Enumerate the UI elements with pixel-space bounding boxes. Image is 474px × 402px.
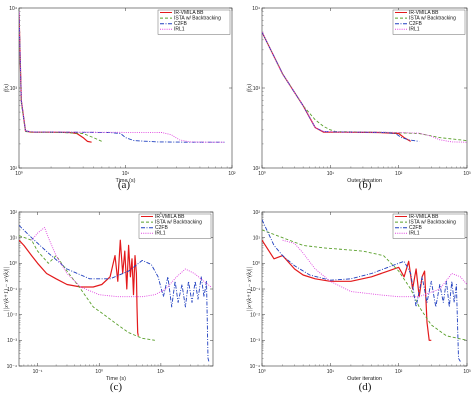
y-tick-label: 10³ [253, 86, 261, 92]
legend-label: C2FB [409, 21, 422, 27]
series-line-4 [282, 239, 467, 298]
legend-label: IRL1 [155, 231, 166, 237]
y-tick-label: 10¹ [253, 235, 261, 241]
y-tick-label: 10² [253, 210, 261, 216]
legend-label: C2FB [409, 225, 422, 231]
y-tick-label: 10⁻⁴ [250, 364, 260, 370]
legend-label: ISTA w/ Backtracking [409, 15, 456, 21]
y-tick-label: 10⁻² [7, 312, 17, 318]
y-tick-label: 10² [10, 166, 18, 172]
chart-d: 10⁰ 10¹ 10² 10³ 10⁻⁴ 10⁻³ 10⁻² 10⁻¹ 10⁰ 10¹ 10² Out… [246, 210, 471, 393]
chart-a: 10⁰ 10¹ 10² 10² 10³ 10⁴ Time (s) f(x) IR-VMILA B… [3, 6, 236, 191]
y-tick-label: 10² [253, 166, 261, 172]
x-axis-label: Time (s) [116, 178, 136, 184]
series-line-3 [262, 219, 461, 362]
legend-box [392, 213, 466, 239]
legend-label: IRL1 [409, 27, 420, 33]
x-tick-label: 10¹ [157, 369, 165, 375]
x-tick-label: 10⁰ [15, 171, 23, 177]
legend-label: IRL1 [174, 27, 185, 33]
legend-label: C2FB [174, 21, 187, 27]
series-line-2 [262, 229, 467, 341]
series-line-2 [19, 235, 155, 341]
y-tick-label: 10⁻³ [7, 338, 17, 344]
y-tick-label: 10² [10, 210, 18, 216]
plot-area [261, 7, 468, 169]
series-line-3 [262, 31, 420, 142]
figure-caption: (d) [359, 381, 372, 393]
y-tick-label: 10⁰ [252, 261, 260, 267]
x-tick-label: 10¹ [122, 171, 130, 177]
y-axis-label: ||x^(k+1) − x^(k)|| [246, 266, 253, 311]
legend-box [138, 213, 212, 239]
x-tick-label: 10⁰ [258, 369, 266, 375]
series-group [262, 31, 467, 143]
x-tick-label: 10³ [463, 369, 471, 375]
chart-b: 10⁰ 10¹ 10² 10³ 10² 10³ 10⁴ Outer iteration f(x)… [246, 6, 471, 191]
y-tick-label: 10⁴ [9, 6, 17, 12]
y-tick-label: 10¹ [10, 235, 18, 241]
legend-label: ISTA w/ Backtracking [155, 219, 202, 225]
x-tick-label: 10¹ [327, 369, 335, 375]
series-line-4 [19, 11, 225, 143]
legend-label: IR-VMILA BB [155, 214, 185, 220]
y-tick-label: 10⁴ [252, 6, 260, 12]
series-line-1 [262, 239, 432, 341]
legend-box [392, 9, 466, 35]
figure-caption: (b) [359, 179, 372, 191]
y-tick-label: 10³ [10, 86, 18, 92]
x-tick-label: 10⁰ [258, 171, 266, 177]
y-axis-label: f(x) [246, 84, 253, 92]
y-tick-label: 10⁻¹ [7, 287, 17, 293]
x-axis-label: Outer iteration [347, 376, 382, 382]
legend-label: IR-VMILA BB [174, 10, 204, 16]
legend-label: IR-VMILA BB [409, 10, 439, 16]
legend-label: IR-VMILA BB [409, 214, 439, 220]
x-tick-label: 10² [395, 171, 403, 177]
x-tick-label: 10⁻¹ [33, 369, 43, 375]
y-axis-label: f(x) [3, 84, 10, 92]
x-tick-label: 10⁰ [95, 369, 103, 375]
x-tick-label: 10¹ [327, 171, 335, 177]
x-tick-label: 10² [395, 369, 403, 375]
x-tick-label: 10³ [463, 171, 471, 177]
x-tick-label: 10² [228, 171, 236, 177]
y-tick-label: 10⁻⁴ [7, 364, 17, 370]
legend-box [157, 9, 231, 35]
series-group [262, 219, 467, 362]
y-axis-label: ||x^(k+1) − x^(k)|| [3, 266, 10, 311]
legend-label: ISTA w/ Backtracking [409, 219, 456, 225]
x-axis-label: Outer iteration [347, 178, 382, 184]
figure-caption: (c) [110, 381, 123, 393]
y-tick-label: 10⁻² [250, 312, 260, 318]
plot-area [18, 7, 233, 169]
y-tick-label: 10⁰ [9, 261, 17, 267]
figure-caption: (a) [118, 179, 131, 191]
series-group [19, 11, 225, 143]
legend-label: ISTA w/ Backtracking [174, 15, 221, 21]
series-group [19, 225, 212, 362]
y-tick-label: 10⁻¹ [250, 287, 260, 293]
legend-label: C2FB [155, 225, 168, 231]
series-line-1 [19, 239, 139, 336]
y-tick-label: 10⁻³ [250, 338, 260, 344]
legend-label: IRL1 [409, 231, 420, 237]
series-line-2 [262, 31, 467, 142]
chart-c: 10⁻¹ 10⁰ 10¹ 10⁻⁴ 10⁻³ 10⁻² 10⁻¹ 10⁰ 10¹ 10² Time … [3, 210, 214, 393]
x-axis-label: Time (s) [106, 376, 126, 382]
series-line-4 [262, 31, 467, 143]
